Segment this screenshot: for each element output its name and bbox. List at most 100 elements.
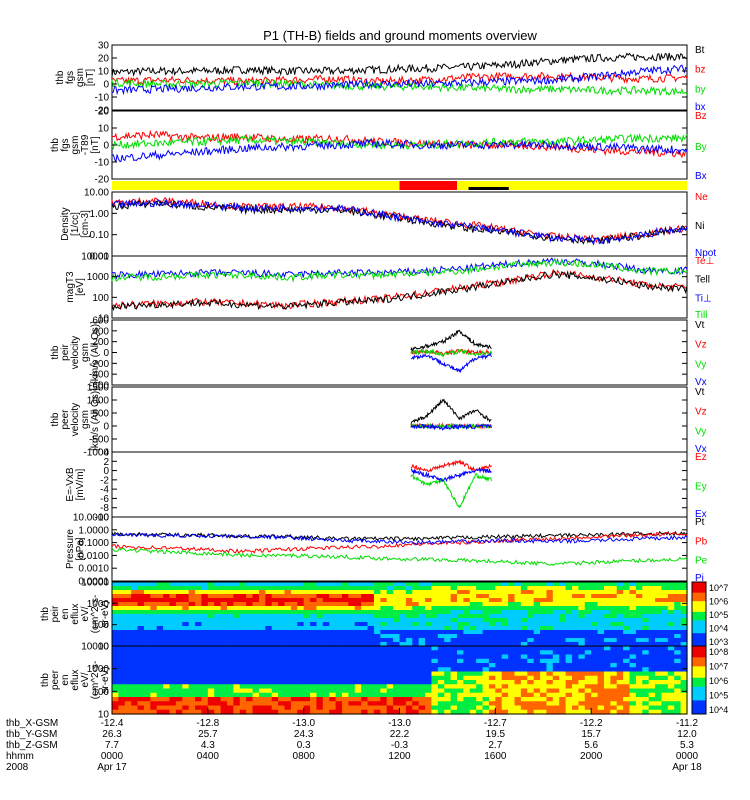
spectrogram-cell (335, 602, 343, 607)
spectrogram-cell (367, 610, 375, 615)
spectrogram-cell (399, 610, 407, 615)
spectrogram-cell (214, 638, 222, 643)
spectrogram-cell (412, 705, 420, 711)
spectrogram-cell (546, 697, 554, 702)
spectrogram-cell (361, 634, 369, 639)
spectrogram-cell (131, 680, 139, 685)
spectrogram-cell (457, 654, 464, 660)
y-tick-label: 0 (103, 80, 109, 91)
spectrogram-cell (220, 680, 228, 685)
spectrogram-cell (488, 709, 496, 715)
spectrogram-cell (220, 697, 228, 702)
spectrogram-cell (425, 680, 433, 685)
spectrogram-cell (227, 680, 234, 685)
spectrogram-cell (342, 614, 349, 619)
spectrogram-cell (399, 590, 407, 595)
spectrogram-cell (335, 646, 343, 651)
spectrogram-cell (348, 675, 356, 681)
spectrogram-cell (316, 586, 324, 591)
spectrogram-cell (667, 622, 675, 627)
spectrogram-cell (188, 709, 196, 715)
spectrogram-cell (501, 680, 509, 685)
spectrogram-cell (527, 642, 535, 647)
spectrogram-cell (546, 618, 554, 623)
spectrogram-cell (220, 638, 228, 643)
spectrogram-cell (418, 680, 426, 685)
spectrogram-cell (329, 630, 337, 635)
legend-entry-vt: Vt (695, 320, 705, 331)
spectrogram-cell (233, 658, 241, 664)
spectrogram-cell (674, 688, 682, 694)
spectrogram-cell (220, 675, 228, 681)
spectrogram-cell (527, 622, 535, 627)
spectrogram-cell (444, 675, 452, 681)
y-tick-label: 1000 (87, 664, 110, 675)
y-tick-label: 0.1000 (78, 538, 109, 549)
spectrogram-cell (405, 675, 413, 681)
spectrogram-cell (533, 614, 541, 619)
spectrogram-cell (572, 688, 579, 694)
spectrogram-cell (233, 654, 241, 660)
spectrogram-cell (591, 642, 599, 647)
spectrogram-cell (514, 598, 522, 603)
spectrogram-cell (431, 626, 439, 631)
spectrogram-cell (425, 594, 433, 599)
spectrogram-cell (367, 680, 375, 685)
spectrogram-cell (195, 622, 203, 627)
spectrogram-cell (348, 684, 356, 690)
spectrogram-cell (112, 586, 119, 591)
spectrogram-cell (674, 658, 682, 664)
spectrogram-cell (316, 638, 324, 643)
y-axis-label-line: gsm (80, 343, 91, 362)
spectrogram-cell (457, 701, 464, 707)
colorbar-segment (692, 709, 706, 713)
spectrogram-cell (476, 705, 484, 711)
spectrogram-cell (195, 671, 203, 677)
spectrogram-cell (290, 602, 298, 607)
spectrogram-cell (623, 692, 631, 698)
spectrogram-cell (354, 658, 362, 664)
spectrogram-cell (239, 606, 247, 611)
spectrogram-cell (533, 658, 541, 664)
spectrogram-cell (137, 610, 145, 615)
spectrogram-cell (252, 650, 260, 656)
spectrogram-cell (642, 701, 650, 707)
spectrogram-cell (552, 709, 560, 715)
spectrogram-cell (386, 586, 394, 591)
spectrogram-cell (635, 680, 643, 685)
spectrogram-cell (163, 590, 171, 595)
spectrogram-cell (469, 586, 477, 591)
spectrogram-cell (412, 667, 420, 673)
spectrogram-cell (520, 692, 528, 698)
spectrogram-cell (527, 606, 535, 611)
series-line-bx (111, 64, 688, 96)
spectrogram-cell (316, 626, 324, 631)
spectrogram-cell (265, 654, 273, 660)
spectrogram-cell (322, 634, 330, 639)
series-line-pe (111, 547, 688, 567)
spectrogram-cell (195, 709, 203, 715)
spectrogram-cell (201, 688, 209, 694)
spectrogram-cell (476, 638, 484, 643)
spectrogram-cell (444, 671, 452, 677)
spectrogram-cell (418, 586, 426, 591)
colorbar-segment (692, 691, 706, 695)
spectrogram-cell (239, 680, 247, 685)
spectrogram-cell (233, 692, 241, 698)
spectrogram-cell (290, 598, 298, 603)
spectrogram-cell (354, 622, 362, 627)
spectrogram-cell (680, 586, 688, 591)
spectrogram-cell (393, 606, 401, 611)
y-tick-label: -4 (100, 485, 109, 496)
spectrogram-cell (540, 590, 548, 595)
spectrogram-cell (367, 650, 375, 656)
spectrogram-cell (284, 705, 292, 711)
spectrogram-cell (450, 642, 458, 647)
spectrogram-cell (572, 618, 579, 623)
spectrogram-cell (258, 630, 266, 635)
spectrogram-cell (207, 658, 215, 664)
spectrogram-cell (182, 614, 190, 619)
spectrogram-cell (271, 684, 279, 690)
spectrogram-cell (469, 697, 477, 702)
spectrogram-cell (431, 650, 439, 656)
